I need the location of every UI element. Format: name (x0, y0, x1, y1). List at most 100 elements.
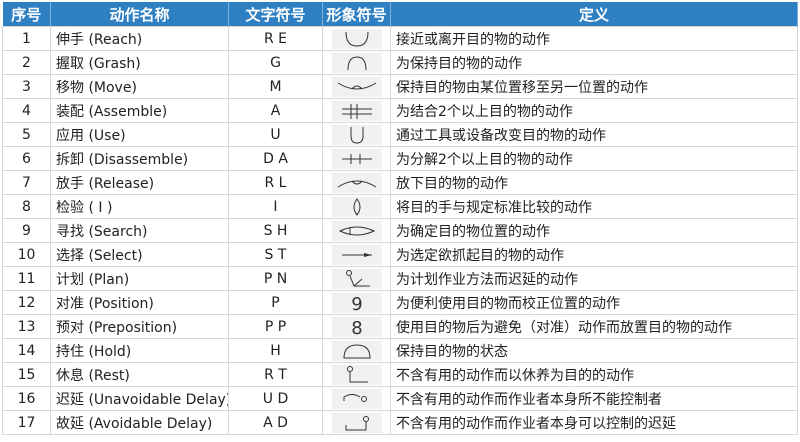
row-action-name: 休息 (Rest) (50, 362, 229, 387)
row-no: 14 (2, 338, 51, 363)
row-no: 16 (2, 386, 51, 411)
row-symbol (322, 362, 391, 387)
row-text-code: P P (228, 314, 323, 339)
row-symbol (322, 170, 391, 195)
row-symbol (322, 218, 391, 243)
row-no: 11 (2, 266, 51, 291)
row-symbol (322, 338, 391, 363)
table-row: 9 寻找 (Search) S H 为确定目的物位置的动作 (2, 218, 798, 243)
row-action-name: 放手 (Release) (50, 170, 229, 195)
assemble-icon (331, 100, 382, 121)
row-text-code: M (228, 74, 323, 99)
row-action-name: 检验 ( I ) (50, 194, 229, 219)
table-row: 3 移物 (Move) M 保持目的物由某位置移至另一位置的动作 (2, 74, 798, 99)
row-definition: 为保持目的物的动作 (390, 50, 798, 75)
table-row: 10 选择 (Select) S T 为选定欲抓起目的物的动作 (2, 242, 798, 267)
table-row: 16 迟延 (Unavoidable Delay) U D 不含有用的动作而作业… (2, 386, 798, 411)
svg-text:8: 8 (351, 318, 362, 337)
row-action-name: 寻找 (Search) (50, 218, 229, 243)
table-row: 14 持住 (Hold) H 保持目的物的状态 (2, 338, 798, 363)
row-symbol (322, 98, 391, 123)
row-symbol (322, 122, 391, 147)
row-text-code: A D (228, 410, 323, 435)
header-definition: 定义 (390, 2, 798, 27)
row-definition: 不含有用的动作而作业者本身可以控制的迟延 (390, 410, 798, 435)
row-action-name: 预对 (Preposition) (50, 314, 229, 339)
row-definition: 接近或离开目的物的动作 (390, 26, 798, 51)
row-symbol (322, 386, 391, 411)
row-no: 5 (2, 122, 51, 147)
row-action-name: 装配 (Assemble) (50, 98, 229, 123)
row-symbol: 8 (322, 314, 391, 339)
row-no: 6 (2, 146, 51, 171)
row-action-name: 拆卸 (Disassemble) (50, 146, 229, 171)
row-no: 2 (2, 50, 51, 75)
row-action-name: 应用 (Use) (50, 122, 229, 147)
row-no: 12 (2, 290, 51, 315)
row-no: 1 (2, 26, 51, 51)
table-row: 4 装配 (Assemble) A 为结合2个以上目的物的动作 (2, 98, 798, 123)
position-icon: 9 (331, 292, 382, 313)
inspect-icon (331, 196, 382, 217)
select-icon (331, 244, 382, 265)
table-row: 8 检验 ( I ) I 将目的手与规定标准比较的动作 (2, 194, 798, 219)
svg-text:9: 9 (351, 294, 362, 313)
row-action-name: 移物 (Move) (50, 74, 229, 99)
row-no: 13 (2, 314, 51, 339)
row-action-name: 迟延 (Unavoidable Delay) (50, 386, 229, 411)
row-text-code: U D (228, 386, 323, 411)
row-symbol: 9 (322, 290, 391, 315)
header-name: 动作名称 (50, 2, 229, 27)
row-definition: 通过工具或设备改变目的物的动作 (390, 122, 798, 147)
row-text-code: P N (228, 266, 323, 291)
row-symbol (322, 50, 391, 75)
row-definition: 保持目的物由某位置移至另一位置的动作 (390, 74, 798, 99)
row-action-name: 计划 (Plan) (50, 266, 229, 291)
row-symbol (322, 266, 391, 291)
row-action-name: 对准 (Position) (50, 290, 229, 315)
table-row: 15 休息 (Rest) R T 不含有用的动作而以休养为目的的动作 (2, 362, 798, 387)
table-row: 5 应用 (Use) U 通过工具或设备改变目的物的动作 (2, 122, 798, 147)
row-no: 10 (2, 242, 51, 267)
header-no: 序号 (2, 2, 51, 27)
rest-icon (331, 364, 382, 385)
preposition-icon: 8 (331, 316, 382, 337)
row-text-code: R E (228, 26, 323, 51)
row-text-code: R L (228, 170, 323, 195)
row-definition: 将目的手与规定标准比较的动作 (390, 194, 798, 219)
table-row: 1 伸手 (Reach) R E 接近或离开目的物的动作 (2, 26, 798, 51)
row-definition: 保持目的物的状态 (390, 338, 798, 363)
plan-icon (331, 268, 382, 289)
use-icon (331, 124, 382, 145)
row-text-code: U (228, 122, 323, 147)
row-text-code: S H (228, 218, 323, 243)
row-definition: 为结合2个以上目的物的动作 (390, 98, 798, 123)
disassemble-icon (331, 148, 382, 169)
release-icon (331, 172, 382, 193)
table-row: 13 预对 (Preposition) P P 8 使用目的物后为避免（对准）动… (2, 314, 798, 339)
row-no: 3 (2, 74, 51, 99)
row-text-code: G (228, 50, 323, 75)
hold-icon (331, 340, 382, 361)
row-symbol (322, 194, 391, 219)
row-no: 15 (2, 362, 51, 387)
header-code: 文字符号 (228, 2, 323, 27)
row-text-code: I (228, 194, 323, 219)
table-row: 7 放手 (Release) R L 放下目的物的动作 (2, 170, 798, 195)
row-no: 9 (2, 218, 51, 243)
header-symbol: 形象符号 (322, 2, 391, 27)
row-definition: 为选定欲抓起目的物的动作 (390, 242, 798, 267)
row-text-code: S T (228, 242, 323, 267)
row-symbol (322, 410, 391, 435)
row-no: 8 (2, 194, 51, 219)
table-row: 6 拆卸 (Disassemble) D A 为分解2个以上目的物的动作 (2, 146, 798, 171)
row-action-name: 持住 (Hold) (50, 338, 229, 363)
grasp-icon (331, 52, 382, 73)
row-symbol (322, 242, 391, 267)
search-icon (331, 220, 382, 241)
row-definition: 使用目的物后为避免（对准）动作而放置目的物的动作 (390, 314, 798, 339)
row-text-code: R T (228, 362, 323, 387)
row-no: 17 (2, 410, 51, 435)
table-row: 11 计划 (Plan) P N 为计划作业方法而迟延的动作 (2, 266, 798, 291)
avoidable-delay-icon (331, 412, 382, 433)
